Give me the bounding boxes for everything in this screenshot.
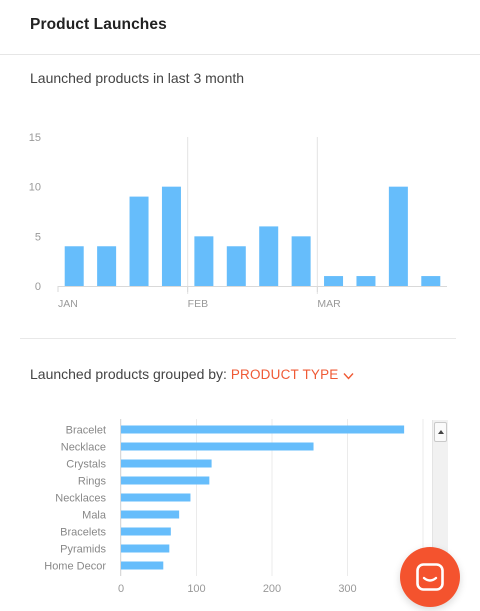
bar bbox=[259, 226, 279, 286]
category-label: Bracelets bbox=[60, 527, 106, 539]
x-tick-label: 200 bbox=[263, 583, 281, 595]
y-tick-label: 0 bbox=[35, 281, 41, 293]
category-label: Necklaces bbox=[55, 493, 106, 505]
bar bbox=[64, 246, 84, 286]
x-tick-label: JAN bbox=[58, 298, 78, 310]
launched-products-chart: 0 5 10 15 JAN FEB MAR bbox=[29, 132, 447, 310]
chat-launcher-button[interactable] bbox=[400, 547, 460, 607]
bar bbox=[161, 186, 181, 286]
category-label: Crystals bbox=[66, 459, 106, 471]
x-tick-label: 0 bbox=[118, 583, 124, 595]
scroll-up-button[interactable] bbox=[434, 422, 447, 442]
bar bbox=[121, 561, 164, 570]
chevron-down-icon bbox=[342, 368, 354, 383]
category-label: Bracelet bbox=[66, 425, 106, 437]
bar bbox=[121, 459, 212, 468]
y-tick-label: 15 bbox=[29, 132, 41, 144]
bar bbox=[129, 196, 149, 286]
grouped-products-chart: 0 100 200 300 Bracelet Necklace Crystals Rings N… bbox=[44, 419, 424, 595]
category-label: Rings bbox=[78, 476, 107, 488]
y-tick-label: 10 bbox=[29, 182, 41, 194]
y-tick-label: 5 bbox=[35, 231, 41, 243]
bar bbox=[226, 246, 246, 286]
bar bbox=[388, 186, 408, 286]
bar bbox=[121, 544, 170, 553]
x-tick-label: MAR bbox=[317, 298, 341, 310]
category-label: Pyramids bbox=[60, 544, 106, 556]
x-tick-label: FEB bbox=[188, 298, 208, 310]
panel-header: Product Launches bbox=[0, 0, 480, 55]
category-label: Necklace bbox=[61, 442, 106, 454]
launched-chart-subtitle: Launched products in last 3 month bbox=[30, 70, 245, 86]
x-tick-label: 300 bbox=[338, 583, 356, 595]
bar bbox=[121, 510, 180, 519]
group-by-dropdown[interactable]: PRODUCT TYPE bbox=[231, 367, 354, 382]
panel-title: Product Launches bbox=[30, 16, 167, 33]
grouped-chart-subtitle-prefix: Launched products grouped by: bbox=[30, 366, 227, 382]
grouped-chart-subtitle: Launched products grouped by: PRODUCT TY… bbox=[30, 366, 354, 383]
bar bbox=[121, 493, 191, 502]
bar bbox=[421, 276, 441, 286]
bar bbox=[356, 276, 376, 286]
bar bbox=[291, 236, 311, 286]
bar bbox=[121, 476, 210, 485]
bar bbox=[121, 527, 171, 536]
bar bbox=[324, 276, 344, 286]
x-tick-label: 100 bbox=[187, 583, 205, 595]
bar bbox=[121, 425, 405, 434]
category-label: Mala bbox=[82, 510, 107, 522]
bar bbox=[97, 246, 117, 286]
bar bbox=[121, 442, 314, 451]
bar bbox=[194, 236, 214, 286]
section-divider bbox=[20, 338, 456, 339]
group-by-selected-label: PRODUCT TYPE bbox=[230, 367, 339, 382]
category-label: Home Decor bbox=[44, 561, 106, 573]
